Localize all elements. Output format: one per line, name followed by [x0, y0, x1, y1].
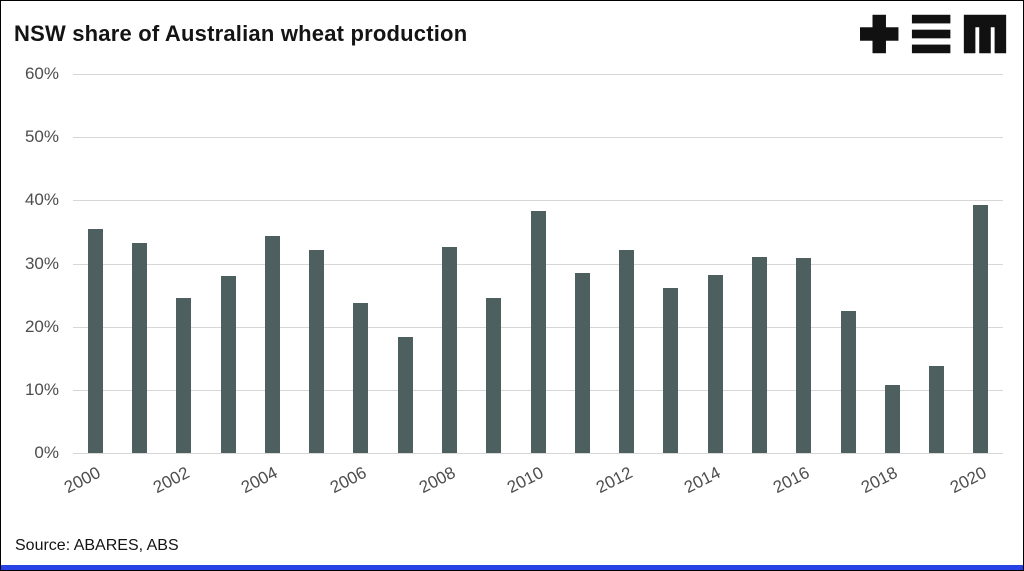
bar-2017	[840, 310, 856, 453]
bar-2010	[530, 211, 546, 453]
bar-2011	[574, 272, 590, 453]
tem-logo	[860, 14, 1010, 54]
bar-2016	[796, 258, 812, 453]
gridline-50	[73, 137, 1003, 139]
bar-2019	[929, 365, 945, 453]
x-tick-label-2006: 2006	[327, 463, 370, 498]
y-tick-label-10: 10%	[24, 379, 59, 399]
y-tick-label-30: 30%	[24, 253, 59, 273]
accent-bar	[1, 565, 1023, 570]
tem-logo-glyphs	[860, 14, 1007, 54]
bar-2000	[87, 228, 103, 453]
bar-2004	[264, 236, 280, 453]
bar-2005	[309, 250, 325, 453]
gridline-40	[73, 200, 1003, 202]
bar-2002	[176, 297, 192, 453]
bar-2018	[884, 385, 900, 453]
x-tick-label-2020: 2020	[947, 463, 990, 498]
x-tick-label-2012: 2012	[592, 463, 636, 498]
source-text: Source: ABARES, ABS	[15, 537, 179, 554]
y-tick-label-0: 0%	[34, 443, 59, 462]
bar-2007	[397, 337, 413, 453]
gridline-0	[73, 453, 1003, 454]
y-tick-label-40: 40%	[24, 190, 59, 210]
x-axis: 2000 2002 2004 2006 2008 2010 2012 2014 2016 2018…	[61, 453, 1003, 515]
bar-2009	[486, 297, 502, 453]
y-axis: 0% 10% 20% 30% 40% 50% 60%	[1, 64, 59, 462]
logo-equals-icon	[911, 14, 951, 24]
gridline-60	[73, 74, 1003, 75]
y-tick-label-20: 20%	[24, 316, 59, 336]
bar-2008	[441, 247, 457, 453]
bar-2014	[707, 274, 723, 453]
x-tick-label-2016: 2016	[770, 463, 813, 498]
x-tick-label-2008: 2008	[415, 463, 459, 498]
bar-2003	[220, 275, 236, 453]
bar-2020	[973, 204, 989, 453]
bar-2001	[131, 243, 147, 453]
x-tick-label-2010: 2010	[504, 463, 547, 498]
x-tick-label-2014: 2014	[681, 463, 724, 498]
bar-2013	[663, 287, 679, 453]
bar-2006	[353, 302, 369, 453]
chart-title: NSW share of Australian wheat production	[14, 21, 468, 46]
x-tick-label-2002: 2002	[150, 463, 193, 498]
x-tick-label-2004: 2004	[238, 463, 281, 498]
bar-2015	[751, 257, 767, 453]
x-tick-label-2018: 2018	[858, 463, 901, 498]
plot-area	[73, 74, 1003, 454]
y-tick-label-50: 50%	[24, 127, 59, 147]
bar-2012	[619, 249, 635, 453]
x-tick-label-2000: 2000	[61, 463, 104, 498]
y-tick-label-60: 60%	[24, 64, 59, 83]
logo-m-icon	[963, 14, 1007, 54]
